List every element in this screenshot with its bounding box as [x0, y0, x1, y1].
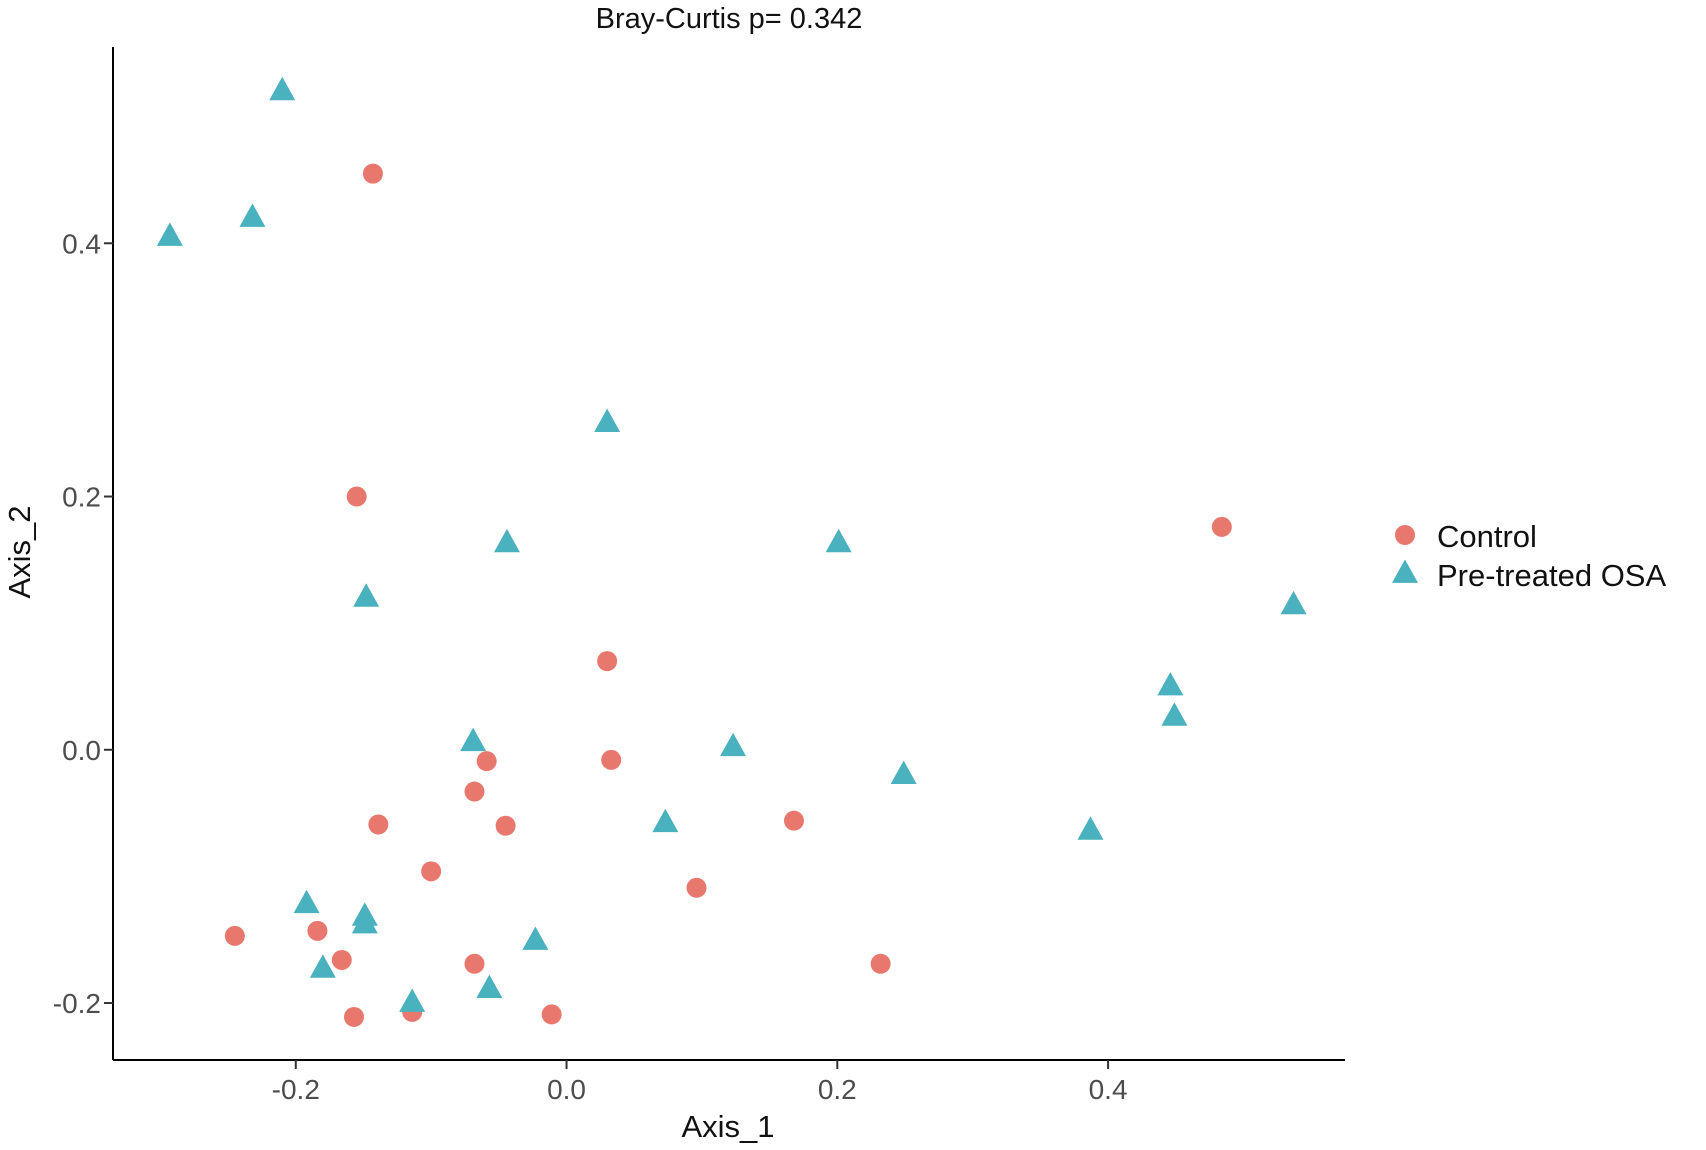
- control-point: [362, 163, 383, 184]
- y-axis-title: Axis_2: [2, 505, 37, 598]
- pre-treated-osa-point: [652, 808, 679, 833]
- y-tick-label: 0.2: [62, 482, 101, 513]
- legend-label: Control: [1437, 519, 1537, 554]
- pre-treated-osa-point: [293, 889, 320, 914]
- pre-treated-osa-point: [351, 910, 378, 934]
- control-point: [224, 925, 245, 946]
- control-point: [464, 781, 485, 802]
- pre-treated-osa-point: [1157, 671, 1184, 696]
- control-point: [601, 749, 622, 770]
- control-point: [331, 949, 352, 970]
- control-point: [495, 815, 516, 836]
- control-point: [307, 920, 328, 941]
- control-point: [464, 953, 485, 974]
- y-tick-label: 0.4: [62, 228, 101, 259]
- x-tick-label: 0.0: [547, 1074, 586, 1105]
- axes: [112, 47, 1345, 1061]
- y-tick-label: 0.0: [62, 735, 101, 766]
- control-point: [541, 1004, 562, 1025]
- pre-treated-osa-point: [460, 727, 487, 752]
- y-tick-label: -0.2: [53, 988, 101, 1019]
- control-point: [476, 751, 497, 772]
- pre-treated-osa-point: [1161, 702, 1188, 726]
- pre-treated-osa-point: [399, 988, 426, 1012]
- control-point: [368, 814, 389, 835]
- control-point: [686, 877, 707, 898]
- pre-treated-osa-point: [1077, 816, 1104, 840]
- data-points: [156, 76, 1307, 1027]
- legend-control-key: [1395, 525, 1415, 545]
- pre-treated-osa-point: [309, 954, 336, 978]
- legend-label: Pre-treated OSA: [1437, 558, 1666, 593]
- pre-treated-osa-point: [1280, 590, 1307, 615]
- pre-treated-osa-point: [890, 760, 917, 784]
- pre-treated-osa-point: [269, 76, 296, 101]
- control-point: [783, 810, 804, 831]
- chart-title: Bray-Curtis p= 0.342: [596, 3, 863, 35]
- x-tick-label: 0.4: [1089, 1074, 1128, 1105]
- pre-treated-osa-point: [239, 203, 266, 227]
- legend: Control Pre-treated OSA: [1392, 519, 1666, 593]
- pre-treated-osa-point: [522, 926, 549, 950]
- control-point: [870, 953, 891, 974]
- control-point: [1211, 516, 1232, 537]
- x-axis-title: Axis_1: [681, 1109, 774, 1144]
- control-point: [597, 651, 618, 672]
- pre-treated-osa-point: [594, 408, 621, 432]
- pre-treated-osa-point: [156, 222, 183, 246]
- x-tick-label: 0.2: [818, 1074, 857, 1105]
- control-point: [343, 1006, 364, 1027]
- pre-treated-osa-point: [493, 528, 520, 553]
- ticks: -0.2 0.0 0.2 0.4 -0.2 0.0 0.2 0.4: [53, 228, 1128, 1105]
- control-point: [346, 486, 367, 507]
- x-tick-label: -0.2: [272, 1074, 320, 1105]
- pre-treated-osa-point: [720, 732, 747, 757]
- control-point: [421, 861, 442, 882]
- pre-treated-osa-point: [353, 583, 380, 607]
- pre-treated-osa-point: [476, 974, 503, 998]
- pre-treated-osa-point: [825, 528, 852, 553]
- legend-pre-treated-osa-key: [1392, 559, 1418, 583]
